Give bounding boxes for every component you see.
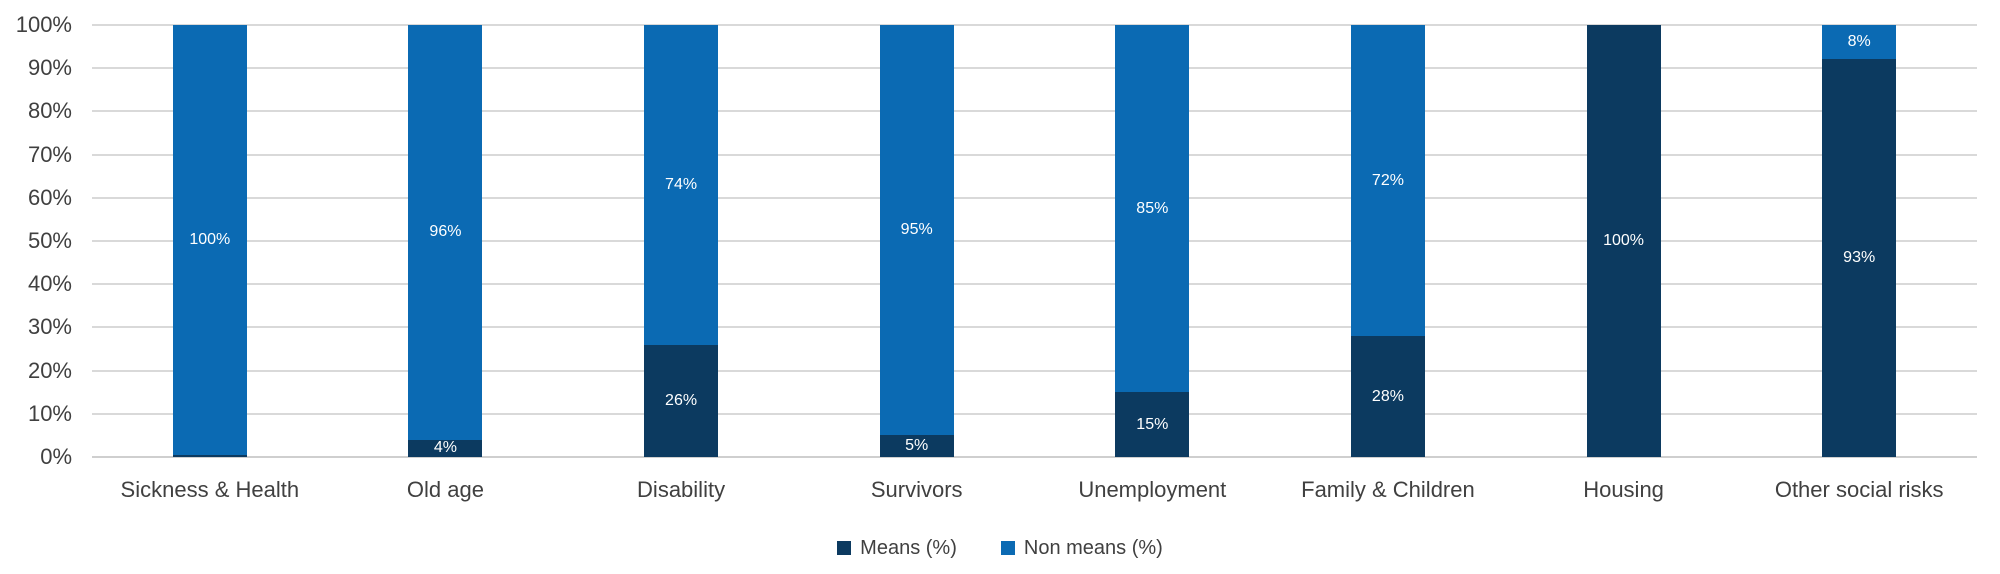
y-axis-tick-label: 100% — [15, 12, 72, 37]
y-axis-tick-label: 60% — [27, 184, 72, 210]
y-axis-tick-label: 0% — [40, 444, 72, 469]
y-axis-tick-label: 70% — [27, 141, 72, 167]
legend: Means (%) Non means (%) — [0, 536, 2000, 560]
bar-group: 96% 4% — [408, 25, 483, 457]
bar-segment-non-means: 96% — [408, 25, 483, 440]
bar-segment-means: 4% — [408, 439, 483, 457]
bar-data-label: 15% — [1136, 415, 1169, 433]
bar-segment-non-means: 100% — [172, 25, 247, 455]
bar-data-label: 85% — [1136, 199, 1169, 217]
gridline — [92, 369, 1977, 372]
legend-swatch — [1000, 541, 1015, 555]
gridline — [92, 153, 1977, 156]
bar-data-label: 95% — [900, 221, 933, 239]
bar-data-label: 100% — [1603, 232, 1645, 249]
bar-data-label: 100% — [189, 230, 231, 248]
bar-segment-means: 15% — [1115, 392, 1190, 457]
y-axis-tick-label: 40% — [27, 271, 72, 297]
bar-data-label: 72% — [1371, 171, 1404, 189]
bar-data-label: 8% — [1847, 33, 1871, 51]
bar-data-label: 74% — [665, 175, 698, 193]
bar-group: 85% 15% — [1115, 25, 1190, 457]
bar-data-label: 4% — [433, 439, 457, 457]
legend-item: Non means (%) — [1000, 536, 1163, 560]
bar-group: 100% — [1586, 25, 1661, 457]
category-label: Survivors — [870, 477, 963, 502]
bar-segment-means: 26% — [644, 344, 719, 457]
gridline — [92, 412, 1977, 415]
gridline — [92, 110, 1977, 113]
bar-segment-means: 5% — [879, 435, 954, 457]
y-axis-tick-label: 20% — [27, 357, 72, 383]
bar-group: 8% 93% — [1822, 25, 1897, 457]
gridline — [92, 24, 1977, 26]
gridline — [92, 240, 1977, 242]
bar-group: 95% 5% — [879, 25, 954, 457]
y-axis-tick-label: 90% — [27, 55, 72, 81]
plot-area: 100% 96% 4% 74% 26% 95% 5% 85% 15% 72% 28% 100% 8% 93… — [92, 24, 1977, 458]
gridline — [92, 196, 1977, 199]
bar-segment-non-means: 8% — [1822, 25, 1897, 60]
category-label: Sickness & Health — [120, 477, 300, 502]
gridline — [92, 326, 1977, 329]
bar-data-label: 96% — [429, 223, 462, 241]
bar-segment-non-means: 85% — [1115, 25, 1190, 393]
category-label: Other social risks — [1774, 477, 1944, 502]
bar-segment-means: 93% — [1822, 59, 1897, 457]
bar-group: 100% — [172, 25, 247, 457]
gridline — [92, 283, 1977, 286]
legend-label: Means (%) — [860, 537, 957, 559]
category-label: Family & Children — [1301, 477, 1475, 502]
category-label: Housing — [1583, 477, 1664, 502]
legend-swatch — [837, 541, 852, 555]
bar-segment-non-means: 72% — [1350, 25, 1425, 337]
bar-segment-means: 28% — [1350, 336, 1425, 457]
category-label: Old age — [406, 477, 484, 502]
bar-data-label: 26% — [665, 391, 698, 409]
bar-data-label: 28% — [1371, 387, 1404, 405]
category-label: Unemployment — [1078, 477, 1227, 502]
bar-group: 74% 26% — [644, 25, 719, 457]
y-axis-tick-label: 30% — [27, 314, 72, 340]
bar-data-label: 93% — [1843, 249, 1876, 267]
legend-item: Means (%) — [837, 536, 957, 560]
bar-data-label: 5% — [905, 437, 929, 455]
bar-segment-means: 100% — [1586, 25, 1661, 457]
bar-segment-non-means: 74% — [644, 25, 719, 345]
y-axis-tick-label: 80% — [27, 98, 72, 124]
y-axis-tick-label: 50% — [27, 228, 72, 253]
legend-label: Non means (%) — [1023, 537, 1163, 559]
bar-group: 72% 28% — [1350, 25, 1425, 457]
y-axis-tick-label: 10% — [27, 400, 72, 426]
gridline — [92, 67, 1977, 70]
bar-segment-non-means: 95% — [879, 25, 954, 436]
category-label: Disability — [637, 477, 726, 502]
bar-segment-means — [172, 454, 247, 457]
gridline — [92, 456, 1977, 458]
